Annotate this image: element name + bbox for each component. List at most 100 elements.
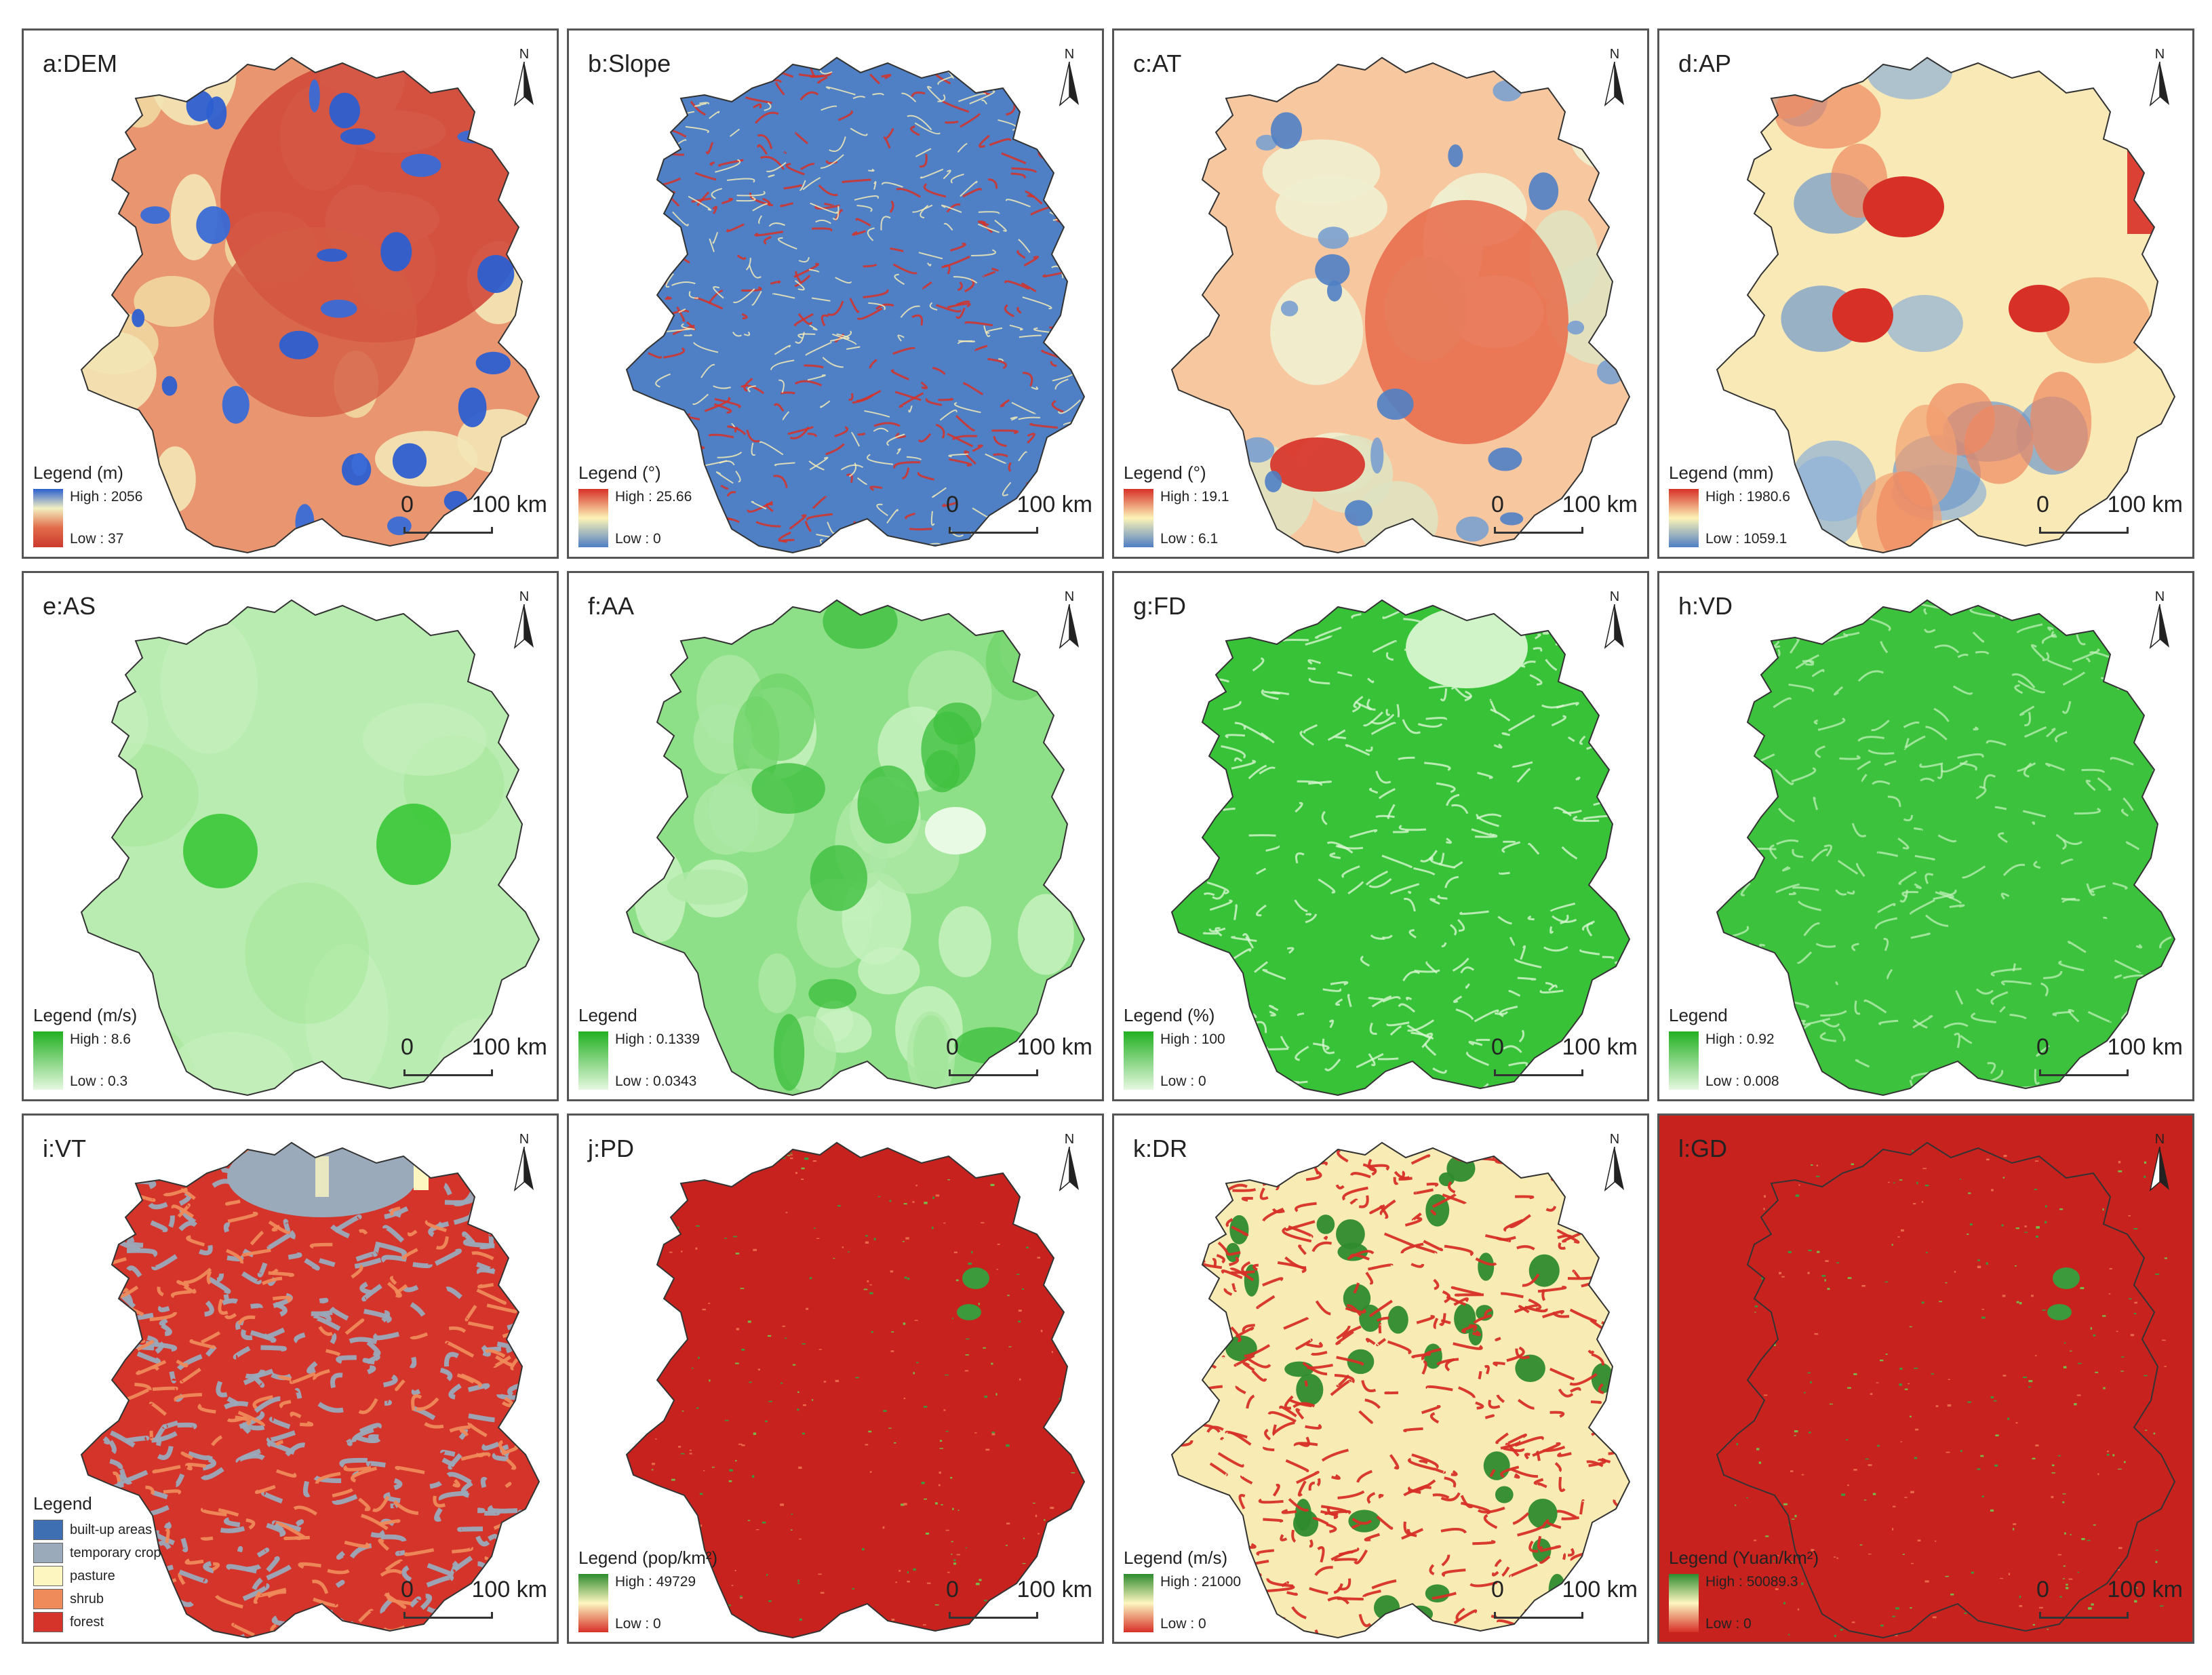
scale-zero: 0	[1491, 1034, 1504, 1060]
legend-color-ramp	[578, 489, 608, 547]
province-map	[625, 56, 1086, 554]
scale-distance: 100 km	[1016, 492, 1093, 517]
legend-swatch	[33, 1589, 63, 1609]
province-map	[625, 599, 1086, 1097]
legend-title: Legend (°)	[1124, 462, 1206, 483]
scale-bar: 0 100 km	[371, 1034, 547, 1082]
province-boundary	[625, 56, 1086, 554]
legend-low-label: Low : 0	[1705, 1616, 1752, 1632]
north-label: N	[2154, 47, 2165, 62]
legend-title: Legend	[578, 1005, 637, 1025]
province-boundary	[80, 56, 540, 554]
legend-high-label: High : 2056	[70, 489, 143, 505]
legend-item-label: temporary crop	[70, 1545, 161, 1560]
scale-zero: 0	[401, 1034, 414, 1060]
province-boundary	[1170, 56, 1631, 554]
legend: Legend (m) High : 2056 Low : 37	[33, 462, 205, 547]
map-panel-c: c:AT N Legend (°) High : 19.1 Low : 6.1 0 100 …	[1112, 28, 1649, 559]
north-arrow-icon: N	[2145, 589, 2175, 654]
legend-color-ramp	[1124, 1031, 1153, 1090]
scale-distance: 100 km	[2107, 492, 2184, 517]
panel-title: c:AT	[1133, 50, 1182, 77]
panel-title: d:AP	[1678, 50, 1732, 77]
legend: Legend (%) High : 100 Low : 0	[1124, 1005, 1296, 1090]
legend-color-ramp	[1669, 1574, 1699, 1632]
legend-swatch	[33, 1566, 63, 1586]
panel-title: f:AA	[588, 592, 635, 620]
north-label: N	[519, 589, 530, 604]
province-map	[1170, 599, 1631, 1097]
scale-bar-line	[949, 1069, 1038, 1076]
province-map	[625, 1141, 1086, 1639]
north-arrow-icon: N	[2145, 47, 2175, 112]
province-boundary	[625, 1141, 1086, 1639]
legend: Legend (°) High : 19.1 Low : 6.1	[1124, 462, 1296, 547]
legend-color-ramp	[1124, 1574, 1153, 1632]
map-panel-h: h:VD N Legend High : 0.92 Low : 0.008 0 100 km	[1657, 571, 2194, 1101]
legend-low-label: Low : 0	[615, 531, 661, 547]
province-map	[1170, 56, 1631, 554]
province-boundary	[80, 1141, 540, 1639]
province-map	[1659, 1116, 2192, 1642]
legend: Legend (°) High : 25.66 Low : 0	[578, 462, 751, 547]
scale-bar-line	[1494, 527, 1583, 534]
scale-distance: 100 km	[1016, 1577, 1093, 1602]
legend: Legend (m/s) High : 21000 Low : 0	[1124, 1548, 1296, 1632]
province-map	[1716, 599, 2176, 1097]
scale-zero: 0	[2036, 1577, 2049, 1602]
legend-low-label: Low : 1059.1	[1705, 531, 1788, 547]
legend-high-label: High : 19.1	[1160, 489, 1229, 505]
map-panel-f: f:AA N Legend High : 0.1339 Low : 0.0343 0 100…	[567, 571, 1104, 1101]
scale-bar-line	[2039, 1069, 2129, 1076]
province-boundary	[1170, 599, 1631, 1097]
legend-title: Legend (°)	[578, 462, 661, 483]
north-label: N	[1064, 47, 1075, 62]
scale-zero: 0	[946, 1577, 959, 1602]
scale-zero: 0	[946, 1034, 959, 1060]
legend: Legend High : 0.1339 Low : 0.0343	[578, 1005, 751, 1090]
legend-high-label: High : 50089.3	[1705, 1574, 1798, 1590]
scale-zero: 0	[2036, 1034, 2049, 1060]
legend-swatch	[33, 1543, 63, 1563]
scale-distance: 100 km	[1016, 1034, 1093, 1060]
north-arrow-icon: N	[1600, 47, 1630, 112]
north-arrow-icon: N	[509, 1132, 539, 1197]
province-boundary	[80, 599, 540, 1097]
scale-bar: 0 100 km	[2007, 1577, 2183, 1624]
scale-distance: 100 km	[2107, 1577, 2184, 1602]
panel-title: b:Slope	[588, 50, 671, 77]
legend-title: Legend (Yuan/km²)	[1669, 1548, 1819, 1568]
scale-zero: 0	[401, 492, 414, 517]
north-label: N	[1609, 589, 1620, 604]
province-boundary	[1716, 56, 2176, 554]
scale-bar-line	[403, 1612, 493, 1619]
scale-bar-line	[403, 1069, 493, 1076]
legend: Legend High : 0.92 Low : 0.008	[1669, 1005, 1841, 1090]
legend-item-label: forest	[70, 1614, 104, 1630]
legend-low-label: Low : 0	[615, 1616, 661, 1632]
scale-distance: 100 km	[471, 1034, 548, 1060]
province-map	[80, 56, 540, 554]
legend: Legend (m/s) High : 8.6 Low : 0.3	[33, 1005, 205, 1090]
north-label: N	[2154, 589, 2165, 604]
map-panel-e: e:AS N Legend (m/s) High : 8.6 Low : 0.3 0 100…	[22, 571, 559, 1101]
map-panel-g: g:FD N Legend (%) High : 100 Low : 0 0 100 km	[1112, 571, 1649, 1101]
map-panel-i: i:VT N Legend built-up areas temporary crop p…	[22, 1114, 559, 1644]
scale-bar: 0 100 km	[916, 1577, 1092, 1624]
north-label: N	[1064, 589, 1075, 604]
legend-low-label: Low : 0	[1160, 1616, 1206, 1632]
scale-zero: 0	[1491, 1577, 1504, 1602]
scale-distance: 100 km	[471, 492, 548, 517]
legend: Legend (mm) High : 1980.6 Low : 1059.1	[1669, 462, 1841, 547]
scale-distance: 100 km	[1562, 1034, 1638, 1060]
panel-title: k:DR	[1133, 1135, 1187, 1162]
scale-bar: 0 100 km	[916, 492, 1092, 539]
legend-low-label: Low : 0.0343	[615, 1073, 697, 1089]
legend-color-ramp	[1124, 489, 1153, 547]
panel-title: e:AS	[43, 592, 96, 620]
legend-high-label: High : 21000	[1160, 1574, 1242, 1590]
legend-low-label: Low : 0.3	[70, 1073, 128, 1089]
north-arrow-icon: N	[1054, 589, 1084, 654]
legend-title: Legend (m)	[33, 462, 123, 483]
scale-distance: 100 km	[2107, 1034, 2184, 1060]
